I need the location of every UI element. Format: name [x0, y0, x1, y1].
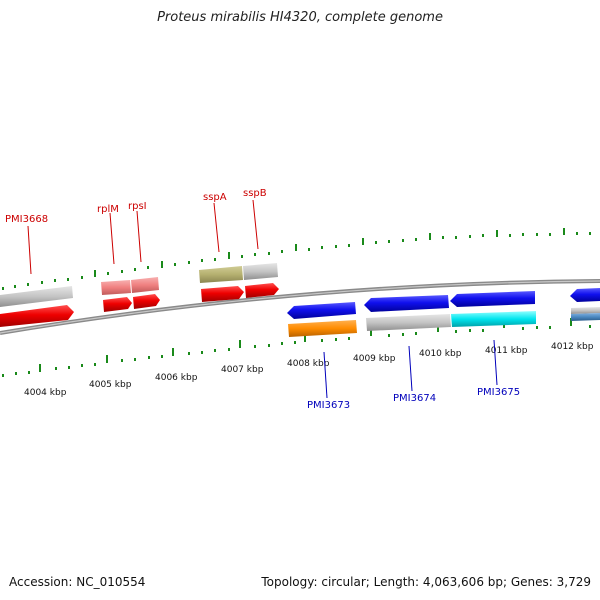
gene-label-PMI3675: PMI3675: [477, 387, 520, 398]
scale-label-4010: 4010 kbp: [419, 349, 462, 359]
gene-label-sspA: sspA: [203, 192, 227, 203]
gene-arrow-right-edge[interactable]: [570, 288, 600, 302]
scale-label-4005: 4005 kbp: [89, 380, 132, 390]
accession-text: Accession: NC_010554: [9, 575, 146, 589]
gene-feature-rpsI-box[interactable]: [131, 277, 159, 293]
gene-label-rpsI: rpsI: [128, 201, 147, 212]
gene-label-rplM: rplM: [97, 204, 119, 215]
gene-arrow-rpsI[interactable]: [133, 294, 160, 309]
genome-summary-text: Topology: circular; Length: 4,063,606 bp…: [261, 575, 591, 589]
gene-arrow-sspA[interactable]: [201, 286, 244, 302]
gene-label-PMI3668: PMI3668: [5, 214, 48, 225]
gene-feature-grey-mid[interactable]: [366, 314, 451, 331]
gene-feature-sspA-box[interactable]: [199, 266, 243, 283]
scale-label-4009: 4009 kbp: [353, 354, 396, 364]
scale-label-4012: 4012 kbp: [551, 342, 594, 352]
scale-label-4006: 4006 kbp: [155, 373, 198, 383]
forward-gene-labels: PMI3668 rplM rpsI sspA sspB: [5, 188, 267, 275]
gene-arrow-PMI3674[interactable]: [364, 295, 449, 312]
reverse-gene-labels: PMI3673 PMI3674 PMI3675: [307, 339, 520, 411]
gene-label-PMI3674: PMI3674: [393, 393, 436, 404]
forward-strand-genes: [0, 263, 279, 327]
map-title: Proteus mirabilis HI4320, complete genom…: [157, 10, 443, 25]
gene-feature-rplM-box[interactable]: [101, 280, 131, 295]
gene-feature-cyan[interactable]: [451, 311, 536, 327]
scale-label-4004: 4004 kbp: [24, 388, 67, 398]
scale-label-4008: 4008 kbp: [287, 359, 330, 369]
gene-arrow-PMI3668[interactable]: [0, 305, 74, 327]
gene-feature-steel-right[interactable]: [571, 313, 600, 321]
scale-labels: 4004 kbp 4005 kbp 4006 kbp 4007 kbp 4008…: [24, 342, 594, 398]
gene-label-sspB: sspB: [243, 188, 267, 199]
scale-label-4011: 4011 kbp: [485, 346, 528, 356]
gene-feature-orange[interactable]: [288, 320, 357, 337]
scale-label-4007: 4007 kbp: [221, 365, 264, 375]
gene-arrow-sspB[interactable]: [245, 283, 279, 298]
reverse-strand-genes: [287, 288, 600, 337]
gene-arrow-PMI3675[interactable]: [450, 291, 535, 307]
gene-arrow-rplM[interactable]: [103, 297, 132, 312]
gene-feature-grey-left[interactable]: [0, 286, 73, 307]
reverse-tick-track: [2, 318, 591, 377]
forward-tick-track: [2, 228, 591, 290]
gene-feature-sspB-box[interactable]: [243, 263, 278, 280]
gene-arrow-PMI3673[interactable]: [287, 302, 356, 319]
gene-feature-grey-right[interactable]: [571, 307, 600, 314]
gene-label-PMI3673: PMI3673: [307, 400, 350, 411]
